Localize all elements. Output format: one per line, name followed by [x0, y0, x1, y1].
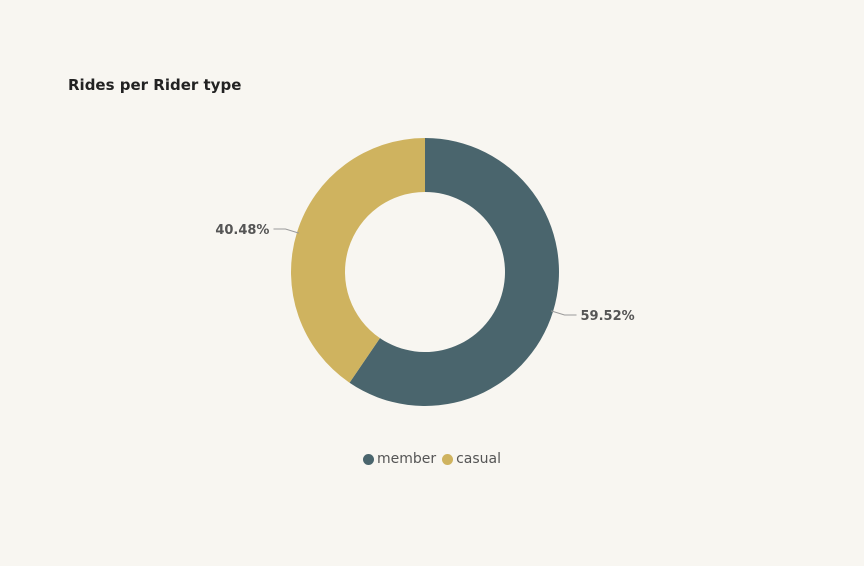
legend-label-casual: casual — [456, 451, 502, 467]
leader-line-member — [550, 310, 577, 316]
chart-legend: member casual — [0, 451, 864, 467]
data-label-member: 59.52% — [581, 309, 635, 324]
leader-line-casual — [273, 228, 300, 234]
legend-marker-member — [362, 453, 374, 465]
legend-item-member[interactable]: member — [362, 451, 437, 467]
legend-label-member: member — [376, 451, 437, 467]
chart-title: Rides per Rider type — [68, 76, 242, 94]
slice-casual[interactable] — [291, 138, 425, 383]
legend-item-casual[interactable]: casual — [442, 451, 501, 467]
legend-marker-casual — [442, 453, 454, 465]
data-label-casual: 40.48% — [215, 223, 269, 238]
slice-member[interactable] — [349, 138, 559, 406]
